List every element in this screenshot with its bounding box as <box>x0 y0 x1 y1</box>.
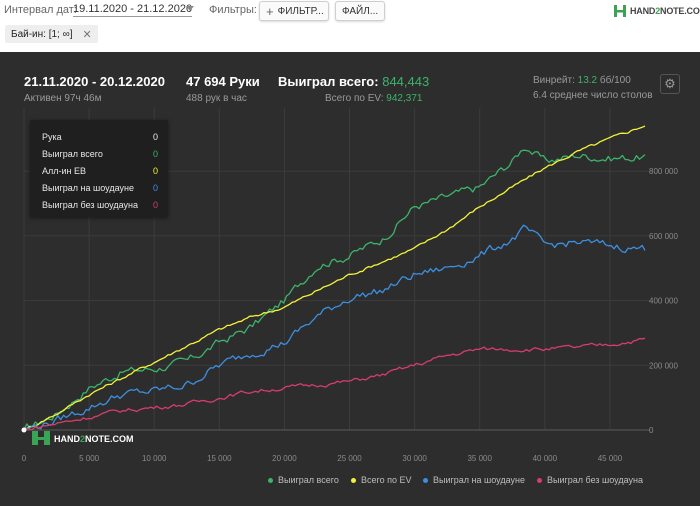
plus-icon: + <box>266 3 274 19</box>
file-button-label: ФАЙЛ... <box>342 5 379 17</box>
x-tick-label: 10 000 <box>142 454 167 463</box>
legend-item-nonshowdown[interactable]: Выиграл без шоудауна <box>537 475 643 485</box>
legend-item-showdown[interactable]: Выиграл на шоудауне <box>423 475 525 485</box>
won-total: Выиграл всего: 844,443 <box>278 74 429 89</box>
ev-total-label: Всего по EV: <box>325 93 384 104</box>
filter-button-label: ФИЛЬТР... <box>277 5 324 17</box>
tooltip-row-showdown: Выиграл на шоудауне 0 <box>42 183 158 193</box>
chart-lines <box>23 125 646 431</box>
ev-total: Всего по EV: 942,371 <box>325 93 422 104</box>
y-tick-label: 200 000 <box>649 361 678 370</box>
tooltip-row-won: Выиграл всего 0 <box>42 149 158 159</box>
winrate: Винрейт: 13.2 бб/100 <box>533 75 631 86</box>
hand2note-logo: HAND2NOTE.COM <box>613 3 700 19</box>
legend-item-ev[interactable]: Всего по EV <box>351 475 411 485</box>
tooltip-value: 0 <box>152 149 158 159</box>
series-line <box>23 337 646 431</box>
tooltip-row-nonshowdown: Выиграл без шоудауна 0 <box>42 200 158 210</box>
tooltip-label: Рука <box>42 132 62 142</box>
winrate-label: Винрейт: <box>533 75 575 86</box>
date-interval-label: Интервал дат: <box>4 4 77 16</box>
legend-dot <box>537 477 542 483</box>
hands-count: 47 694 Руки <box>186 74 260 89</box>
legend-label: Выиграл всего <box>278 475 339 485</box>
hand2note-logo-icon <box>614 5 626 17</box>
logo-text: HAND2NOTE.COM <box>630 6 700 16</box>
series-line <box>23 125 646 431</box>
x-tick-label: 25 000 <box>337 454 362 463</box>
filters-label: Фильтры: <box>209 4 257 16</box>
settings-gear-icon[interactable]: ⚙ <box>660 74 680 94</box>
tooltip-value: 0 <box>152 132 158 142</box>
x-tick-label: 30 000 <box>402 454 427 463</box>
tooltip-label: Выиграл без шоудауна <box>42 200 138 210</box>
won-total-value: 844,443 <box>382 74 430 89</box>
filter-button[interactable]: + ФИЛЬТР... <box>259 1 329 21</box>
date-interval-select[interactable]: 19.11.2020 - 21.12.2020 <box>73 3 193 17</box>
watermark: HAND2NOTE.COM <box>32 431 134 445</box>
y-axis-ticks: 0 200 000 400 000 600 000 800 000 <box>649 167 678 435</box>
x-tick-label: 40 000 <box>533 454 558 463</box>
winrate-unit: бб/100 <box>599 75 631 86</box>
close-icon[interactable]: ✕ <box>82 28 92 41</box>
y-tick-label: 800 000 <box>649 167 678 176</box>
x-tick-label: 45 000 <box>598 454 623 463</box>
legend-dot <box>351 477 356 483</box>
buyin-filter-label: Бай-ин: [1; ∞] <box>11 28 73 40</box>
chevron-down-icon[interactable] <box>186 6 194 11</box>
toolbar: Интервал дат: 19.11.2020 - 21.12.2020 Фи… <box>0 0 700 52</box>
date-range: 21.11.2020 - 20.12.2020 <box>24 74 165 89</box>
watermark-text: HAND2NOTE.COM <box>54 434 134 444</box>
tooltip-value: 0 <box>152 183 158 193</box>
file-button[interactable]: ФАЙЛ... <box>335 1 385 21</box>
x-tick-label: 5 000 <box>79 454 100 463</box>
chart-origin-point <box>21 427 27 433</box>
avg-tables: 6.4 среднее число столов <box>533 90 653 101</box>
series-line <box>23 224 646 431</box>
legend-dot <box>268 477 273 483</box>
y-tick-label: 0 <box>649 426 654 435</box>
x-tick-label: 0 <box>22 454 27 463</box>
tooltip-label: Выиграл на шоудауне <box>42 183 134 193</box>
tooltip-row-hand: Рука 0 <box>42 132 158 142</box>
x-tick-label: 15 000 <box>207 454 232 463</box>
tooltip-value: 0 <box>152 166 158 176</box>
legend-label: Выиграл на шоудауне <box>433 475 525 485</box>
x-axis-ticks: 0 5 000 10 000 15 000 20 000 25 000 30 000 35 0… <box>22 454 623 463</box>
tooltip-label: Алл-ин ЕВ <box>42 166 87 176</box>
buyin-filter-chip[interactable]: Бай-ин: [1; ∞] ✕ <box>5 25 98 43</box>
legend-item-won[interactable]: Выиграл всего <box>268 475 339 485</box>
y-tick-label: 400 000 <box>649 297 678 306</box>
ev-total-value: 942,371 <box>386 93 423 104</box>
legend-label: Всего по EV <box>361 475 412 485</box>
hands-per-hour: 488 рук в час <box>186 93 247 104</box>
y-tick-label: 600 000 <box>649 232 678 241</box>
tooltip-row-allin-ev: Алл-ин ЕВ 0 <box>42 166 158 176</box>
tooltip-value: 0 <box>152 200 158 210</box>
active-time: Активен 97ч 46м <box>24 93 102 104</box>
tooltip-label: Выиграл всего <box>42 149 103 159</box>
hover-tooltip: Рука 0 Выиграл всего 0 Алл-ин ЕВ 0 Выигр… <box>30 120 168 217</box>
winrate-value: 13.2 <box>577 75 598 86</box>
legend-dot <box>423 477 428 483</box>
x-tick-label: 35 000 <box>467 454 492 463</box>
won-total-label: Выиграл всего: <box>278 74 379 89</box>
series-line <box>23 149 646 431</box>
x-tick-label: 20 000 <box>272 454 297 463</box>
chart-grid <box>23 108 650 431</box>
legend-label: Выиграл без шоудауна <box>547 475 643 485</box>
